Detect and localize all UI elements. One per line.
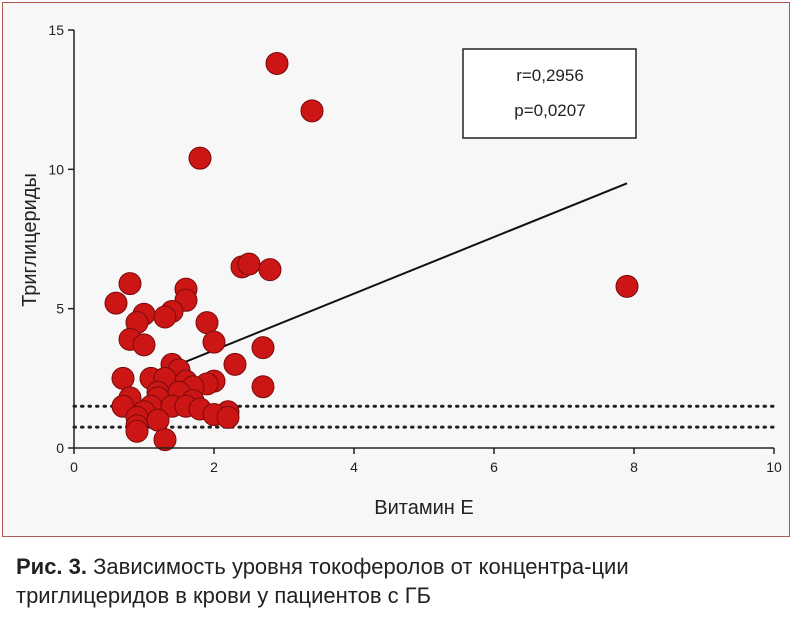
x-axis-label: Витамин E [374, 497, 473, 519]
figure-caption: Рис. 3. Зависимость уровня токоферолов о… [16, 552, 786, 610]
x-tick-label: 2 [210, 459, 218, 475]
data-point [125, 419, 149, 443]
x-tick-label: 6 [490, 459, 498, 475]
data-point [223, 352, 247, 376]
regression-line [178, 182, 628, 366]
y-axis-label: Триглицериды [19, 173, 41, 307]
data-point [104, 291, 128, 315]
data-point [153, 305, 177, 329]
stats-r: r=0,2956 [516, 66, 584, 85]
x-ticks: 0 2 4 6 8 10 [70, 448, 782, 475]
data-point [251, 375, 275, 399]
data-point [146, 408, 170, 432]
data-point [237, 252, 261, 276]
data-point [265, 51, 289, 75]
y-tick-label: 10 [48, 161, 64, 177]
x-tick-label: 0 [70, 459, 78, 475]
data-point [615, 274, 639, 298]
x-tick-label: 4 [350, 459, 358, 475]
x-tick-label: 10 [766, 459, 782, 475]
y-ticks: 0 5 10 15 [48, 22, 74, 456]
data-point [300, 99, 324, 123]
caption-text: Зависимость уровня токоферолов от концен… [16, 554, 629, 608]
stats-p: p=0,0207 [514, 101, 585, 120]
data-point [251, 336, 275, 360]
y-tick-label: 0 [56, 440, 64, 456]
data-point [216, 405, 240, 429]
data-point [258, 258, 282, 282]
caption-label: Рис. 3. [16, 554, 88, 579]
data-point [111, 366, 135, 390]
y-tick-label: 5 [56, 301, 64, 317]
stats-box [462, 48, 637, 139]
data-point [132, 333, 156, 357]
data-point [195, 311, 219, 335]
scatter-chart: 0 2 4 6 8 10 0 5 10 15 Витамин E Триглицериды r=… [19, 22, 782, 519]
y-tick-label: 15 [48, 22, 64, 38]
data-point [202, 330, 226, 354]
data-point [188, 146, 212, 170]
data-point [118, 272, 142, 296]
data-point [153, 428, 177, 452]
x-tick-label: 8 [630, 459, 638, 475]
data-points [104, 51, 639, 452]
